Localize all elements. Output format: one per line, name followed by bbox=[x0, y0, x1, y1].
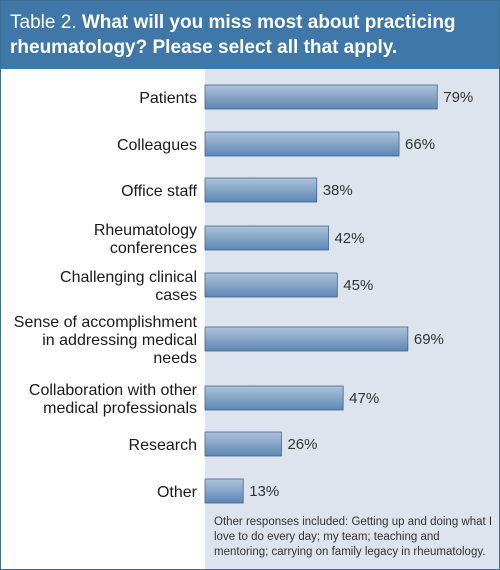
bar bbox=[204, 272, 338, 298]
category-label: Collaboration with other medical professi… bbox=[29, 382, 198, 417]
table-question: What will you miss most about practicing… bbox=[10, 12, 456, 58]
table-header: Table 2. What will you miss most about p… bbox=[1, 1, 499, 69]
category-label: Sense of accomplishment in addressing med… bbox=[14, 314, 198, 367]
value-label: 69% bbox=[414, 331, 444, 348]
value-label: 42% bbox=[334, 230, 364, 247]
category-label: Office staff bbox=[121, 183, 197, 200]
table-title: Table 2. What will you miss most about p… bbox=[10, 10, 492, 60]
category-label: Rheumatology conferences bbox=[94, 222, 197, 257]
bar bbox=[204, 131, 400, 157]
category-label-line: Office staff bbox=[121, 183, 197, 200]
bar bbox=[204, 431, 282, 457]
category-label-line: Other bbox=[157, 484, 198, 501]
table-number: Table 2. bbox=[10, 12, 77, 33]
category-label-line: medical professionals bbox=[43, 400, 197, 417]
bar bbox=[204, 225, 329, 251]
bar bbox=[204, 326, 409, 352]
category-label-line: Challenging clinical bbox=[60, 269, 197, 286]
bar bbox=[204, 385, 344, 411]
value-label: 45% bbox=[343, 277, 373, 294]
bar bbox=[204, 478, 244, 504]
category-label: Colleagues bbox=[117, 137, 197, 154]
category-label-line: in addressing medical bbox=[42, 332, 197, 349]
category-label: Research bbox=[129, 437, 197, 454]
value-label: 79% bbox=[443, 89, 473, 106]
category-label-line: needs bbox=[153, 350, 197, 367]
category-label-line: Research bbox=[129, 437, 197, 454]
value-label: 13% bbox=[249, 483, 279, 500]
value-label: 47% bbox=[349, 390, 379, 407]
value-label: 38% bbox=[323, 182, 353, 199]
category-label-line: Sense of accomplishment bbox=[14, 314, 198, 331]
category-label-line: conferences bbox=[110, 240, 197, 257]
footnote: Other responses included: Getting up and… bbox=[214, 516, 493, 558]
category-label: Other bbox=[157, 484, 198, 501]
category-label: Patients bbox=[139, 90, 197, 107]
category-label: Challenging clinical cases bbox=[60, 269, 197, 304]
value-label: 66% bbox=[405, 136, 435, 153]
bar bbox=[204, 84, 438, 110]
category-label-line: Collaboration with other bbox=[29, 382, 198, 399]
category-label-line: Rheumatology bbox=[94, 222, 197, 239]
bar bbox=[204, 177, 318, 203]
category-label-line: Patients bbox=[139, 90, 197, 107]
category-label-line: Colleagues bbox=[117, 137, 197, 154]
category-label-line: cases bbox=[155, 287, 197, 304]
value-label: 26% bbox=[287, 436, 317, 453]
